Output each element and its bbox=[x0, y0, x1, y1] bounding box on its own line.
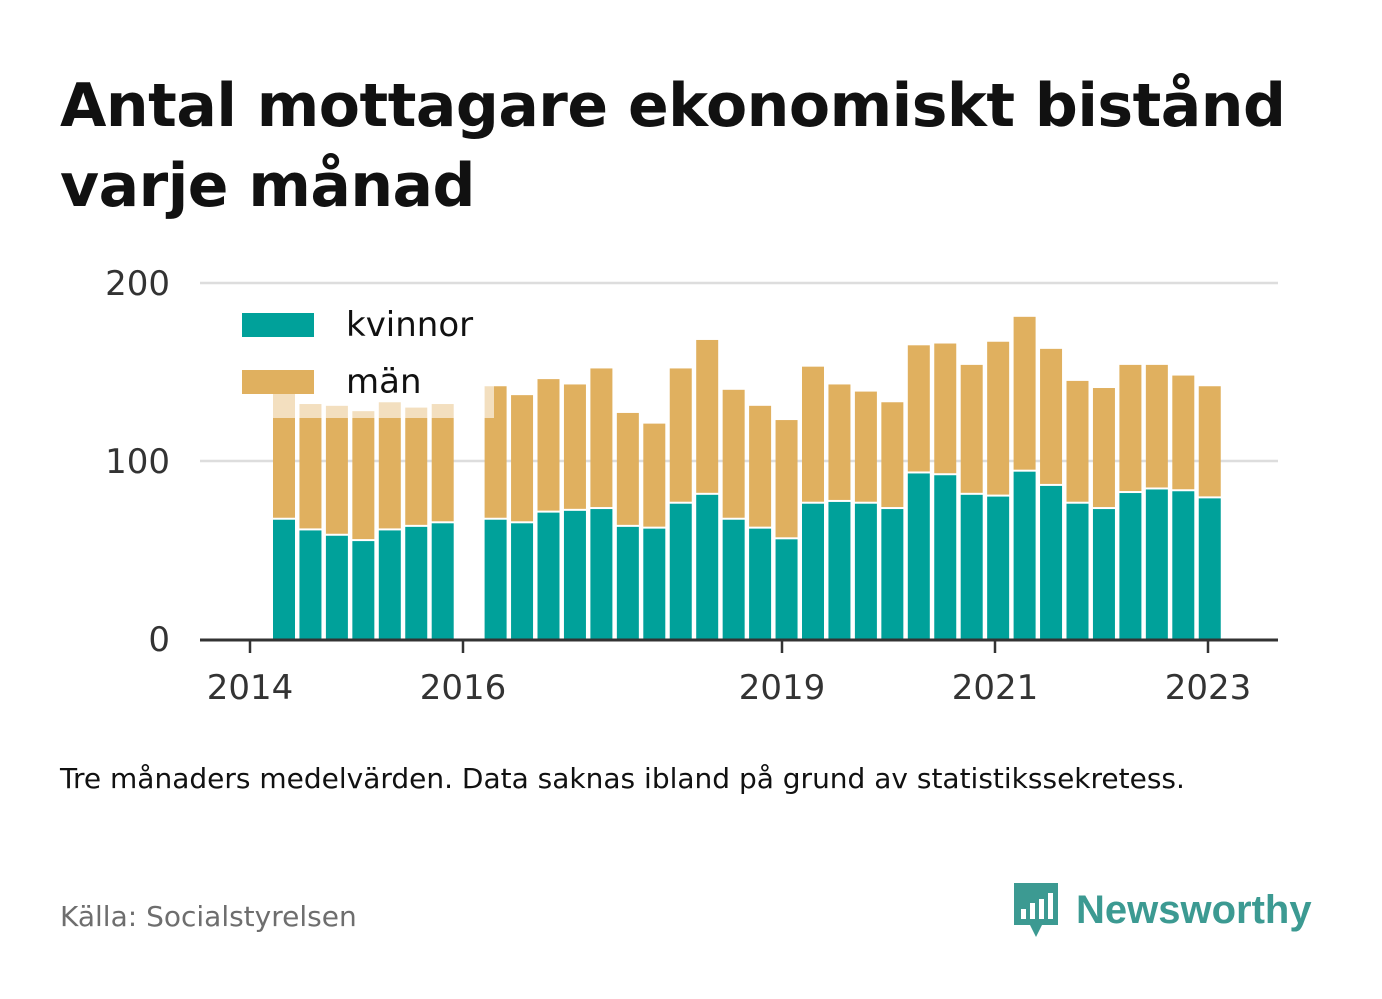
bar-man bbox=[749, 405, 772, 527]
bar-man bbox=[696, 339, 719, 493]
bar-man bbox=[669, 368, 692, 502]
bar-kvinnor bbox=[828, 501, 851, 639]
bar-man bbox=[563, 384, 586, 509]
bar-kvinnor bbox=[616, 526, 639, 639]
bar-kvinnor bbox=[696, 494, 719, 639]
y-tick-labels: 0 100 200 bbox=[105, 264, 170, 660]
legend-label: män bbox=[346, 362, 422, 402]
x-tick-label: 2023 bbox=[1165, 668, 1252, 708]
source-label: Källa: Socialstyrelsen bbox=[60, 900, 357, 933]
chart-note: Tre månaders medelvärden. Data saknas ib… bbox=[60, 762, 1185, 795]
bar-kvinnor bbox=[643, 528, 666, 639]
bar-man bbox=[1040, 348, 1063, 484]
x-tick-label: 2021 bbox=[952, 668, 1039, 708]
bar-kvinnor bbox=[1198, 498, 1221, 639]
bar-man bbox=[511, 395, 534, 522]
legend-label: kvinnor bbox=[346, 305, 473, 345]
bar-man bbox=[1013, 316, 1036, 470]
bar-man bbox=[299, 404, 322, 529]
bar-kvinnor bbox=[669, 503, 692, 639]
bar-kvinnor bbox=[273, 519, 295, 639]
bars bbox=[273, 316, 1221, 639]
bar-man bbox=[325, 405, 348, 534]
y-tick-label: 200 bbox=[105, 264, 170, 304]
bar-kvinnor bbox=[299, 530, 322, 639]
legend: kvinnor män bbox=[242, 305, 494, 418]
bar-kvinnor bbox=[1145, 489, 1168, 639]
bar-kvinnor bbox=[1172, 491, 1195, 639]
bar-man bbox=[1172, 375, 1195, 490]
bar-kvinnor bbox=[378, 530, 401, 639]
bar-kvinnor bbox=[854, 503, 877, 639]
bar-kvinnor bbox=[352, 541, 375, 639]
bar-kvinnor bbox=[881, 509, 904, 639]
bar-kvinnor bbox=[537, 512, 560, 639]
bar-kvinnor bbox=[431, 523, 454, 639]
bar-man bbox=[643, 423, 666, 527]
x-tick-label: 2016 bbox=[420, 668, 507, 708]
bar-man bbox=[537, 379, 560, 511]
bar-man bbox=[431, 404, 454, 522]
bar-man bbox=[405, 407, 428, 525]
bar-kvinnor bbox=[907, 473, 930, 639]
bar-man bbox=[881, 402, 904, 508]
bar-man bbox=[273, 393, 295, 518]
bar-kvinnor bbox=[987, 496, 1010, 639]
brand-logo[interactable]: Newsworthy bbox=[1010, 878, 1312, 942]
bar-man bbox=[590, 368, 613, 508]
bar-man bbox=[1092, 388, 1115, 508]
bar-kvinnor bbox=[749, 528, 772, 639]
bar-man bbox=[960, 364, 983, 493]
bar-man bbox=[828, 384, 851, 500]
bar-man bbox=[616, 412, 639, 525]
bar-kvinnor bbox=[511, 523, 534, 639]
bar-man bbox=[1066, 380, 1089, 502]
bar-man bbox=[352, 411, 375, 540]
bar-man bbox=[1198, 386, 1221, 497]
bar-kvinnor bbox=[1119, 493, 1142, 639]
bar-man bbox=[1119, 364, 1142, 492]
bar-kvinnor bbox=[405, 526, 428, 639]
bar-kvinnor bbox=[960, 494, 983, 639]
chart-title: Antal mottagare ekonomiskt bistånd varje… bbox=[60, 71, 1286, 221]
bar-kvinnor bbox=[484, 519, 507, 639]
bar-kvinnor bbox=[563, 510, 586, 639]
x-tick-labels: 2014 2016 2019 2021 2023 bbox=[207, 639, 1252, 708]
y-tick-label: 0 bbox=[148, 620, 170, 660]
bar-chart-speech-bubble-icon bbox=[1014, 883, 1058, 937]
y-tick-label: 100 bbox=[105, 442, 170, 482]
bar-man bbox=[1145, 364, 1168, 488]
brand-name: Newsworthy bbox=[1076, 887, 1312, 932]
bar-kvinnor bbox=[590, 509, 613, 639]
bar-kvinnor bbox=[775, 539, 798, 639]
legend-swatch bbox=[242, 370, 314, 394]
bar-kvinnor bbox=[802, 503, 824, 639]
bar-kvinnor bbox=[722, 519, 745, 639]
bar-man bbox=[722, 389, 745, 518]
bar-kvinnor bbox=[1066, 503, 1089, 639]
chart-area: 0 100 200 2014 2016 2019 2021 2023 kvinnor män bbox=[105, 264, 1278, 708]
legend-swatch bbox=[242, 313, 314, 337]
bar-man bbox=[775, 420, 798, 538]
bar-kvinnor bbox=[1040, 485, 1063, 639]
bar-man bbox=[378, 402, 401, 529]
bar-man bbox=[484, 386, 507, 518]
bar-man bbox=[907, 345, 930, 472]
x-tick-label: 2014 bbox=[207, 668, 294, 708]
bar-man bbox=[854, 391, 877, 502]
bar-man bbox=[802, 366, 824, 502]
bar-kvinnor bbox=[325, 535, 348, 639]
bar-man bbox=[987, 341, 1010, 495]
bar-man bbox=[934, 343, 957, 474]
bar-kvinnor bbox=[1013, 471, 1036, 639]
bar-kvinnor bbox=[934, 475, 957, 639]
bar-kvinnor bbox=[1092, 509, 1115, 639]
x-tick-label: 2019 bbox=[739, 668, 826, 708]
